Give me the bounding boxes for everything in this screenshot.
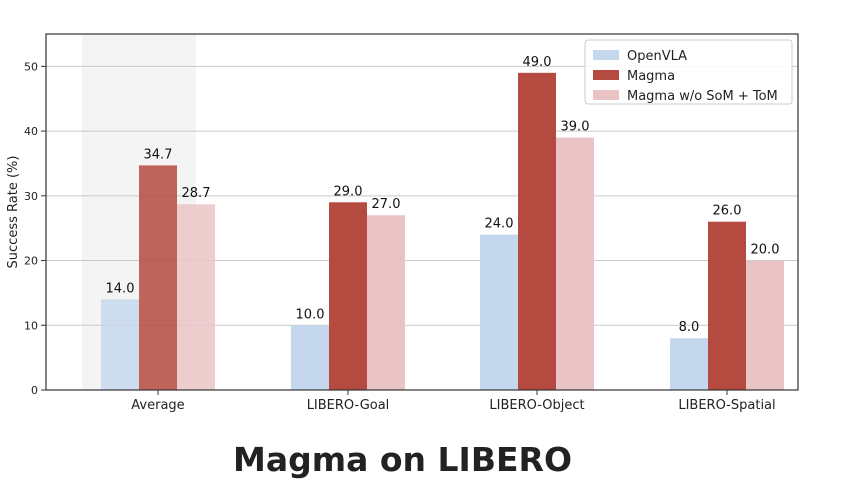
bar-magma-w-o-som-tom-libero-goal bbox=[367, 215, 405, 390]
legend-swatch bbox=[593, 50, 619, 60]
bar-value-label: 29.0 bbox=[334, 184, 363, 199]
bar-value-label: 34.7 bbox=[144, 147, 173, 162]
bar-openvla-libero-object bbox=[480, 234, 518, 390]
bar-value-label: 39.0 bbox=[561, 120, 590, 135]
y-tick-label: 50 bbox=[24, 60, 38, 73]
legend: OpenVLA Magma Magma w/o SoM + ToM bbox=[584, 39, 793, 105]
bar-magma-libero-spatial bbox=[708, 221, 746, 390]
bar-magma-w-o-som-tom-libero-object bbox=[556, 137, 594, 390]
x-tick-label: LIBERO-Spatial bbox=[678, 398, 775, 413]
x-tick-label: Average bbox=[131, 398, 184, 413]
bar-magma-w-o-som-tom-average bbox=[177, 204, 215, 390]
bar-value-label: 20.0 bbox=[751, 243, 780, 258]
caption: Magma on LIBERO bbox=[233, 440, 572, 479]
plot-frame bbox=[45, 33, 799, 391]
bar-value-label: 8.0 bbox=[679, 320, 700, 335]
legend-swatch bbox=[593, 70, 619, 80]
bar-value-label: 10.0 bbox=[296, 307, 325, 322]
x-tick-label: LIBERO-Goal bbox=[307, 398, 390, 413]
x-tick-label: LIBERO-Object bbox=[489, 398, 584, 413]
bar-value-label: 14.0 bbox=[106, 281, 135, 296]
legend-label: OpenVLA bbox=[627, 49, 687, 64]
bar-magma-average bbox=[139, 165, 177, 390]
bar-value-label: 24.0 bbox=[485, 217, 514, 232]
bar-openvla-libero-goal bbox=[291, 325, 329, 390]
y-tick-label: 30 bbox=[24, 190, 38, 203]
y-tick-label: 0 bbox=[31, 384, 38, 397]
bar-value-label: 49.0 bbox=[523, 55, 552, 70]
bar-magma-w-o-som-tom-libero-spatial bbox=[746, 260, 784, 390]
bars bbox=[101, 72, 784, 390]
y-tick-label: 40 bbox=[24, 125, 38, 138]
y-tick-label: 10 bbox=[24, 319, 38, 332]
y-axis-label: Success Rate (%) bbox=[6, 156, 21, 269]
bar-openvla-libero-spatial bbox=[670, 338, 708, 390]
bar-openvla-average bbox=[101, 299, 139, 390]
legend-box bbox=[584, 39, 793, 105]
y-axis: 0 10 20 30 40 50 bbox=[24, 60, 46, 397]
legend-label: Magma w/o SoM + ToM bbox=[627, 89, 778, 104]
bar-magma-libero-goal bbox=[329, 202, 367, 390]
legend-swatch bbox=[593, 90, 619, 100]
y-tick-label: 20 bbox=[24, 255, 38, 268]
bar-value-label: 28.7 bbox=[182, 186, 211, 201]
legend-label: Magma bbox=[627, 69, 675, 84]
bar-value-label: 27.0 bbox=[372, 197, 401, 212]
bar-chart: 14.0 34.7 28.7 10.0 29.0 27.0 24.0 49.0 39.0 8.0 2… bbox=[6, 33, 799, 413]
bar-value-label: 26.0 bbox=[713, 204, 742, 219]
bar-magma-libero-object bbox=[518, 72, 556, 390]
x-axis: Average LIBERO-Goal LIBERO-Object LIBERO-Sp… bbox=[131, 390, 776, 413]
value-labels: 14.0 34.7 28.7 10.0 29.0 27.0 24.0 49.0 39.0 8.0 2… bbox=[106, 55, 780, 335]
